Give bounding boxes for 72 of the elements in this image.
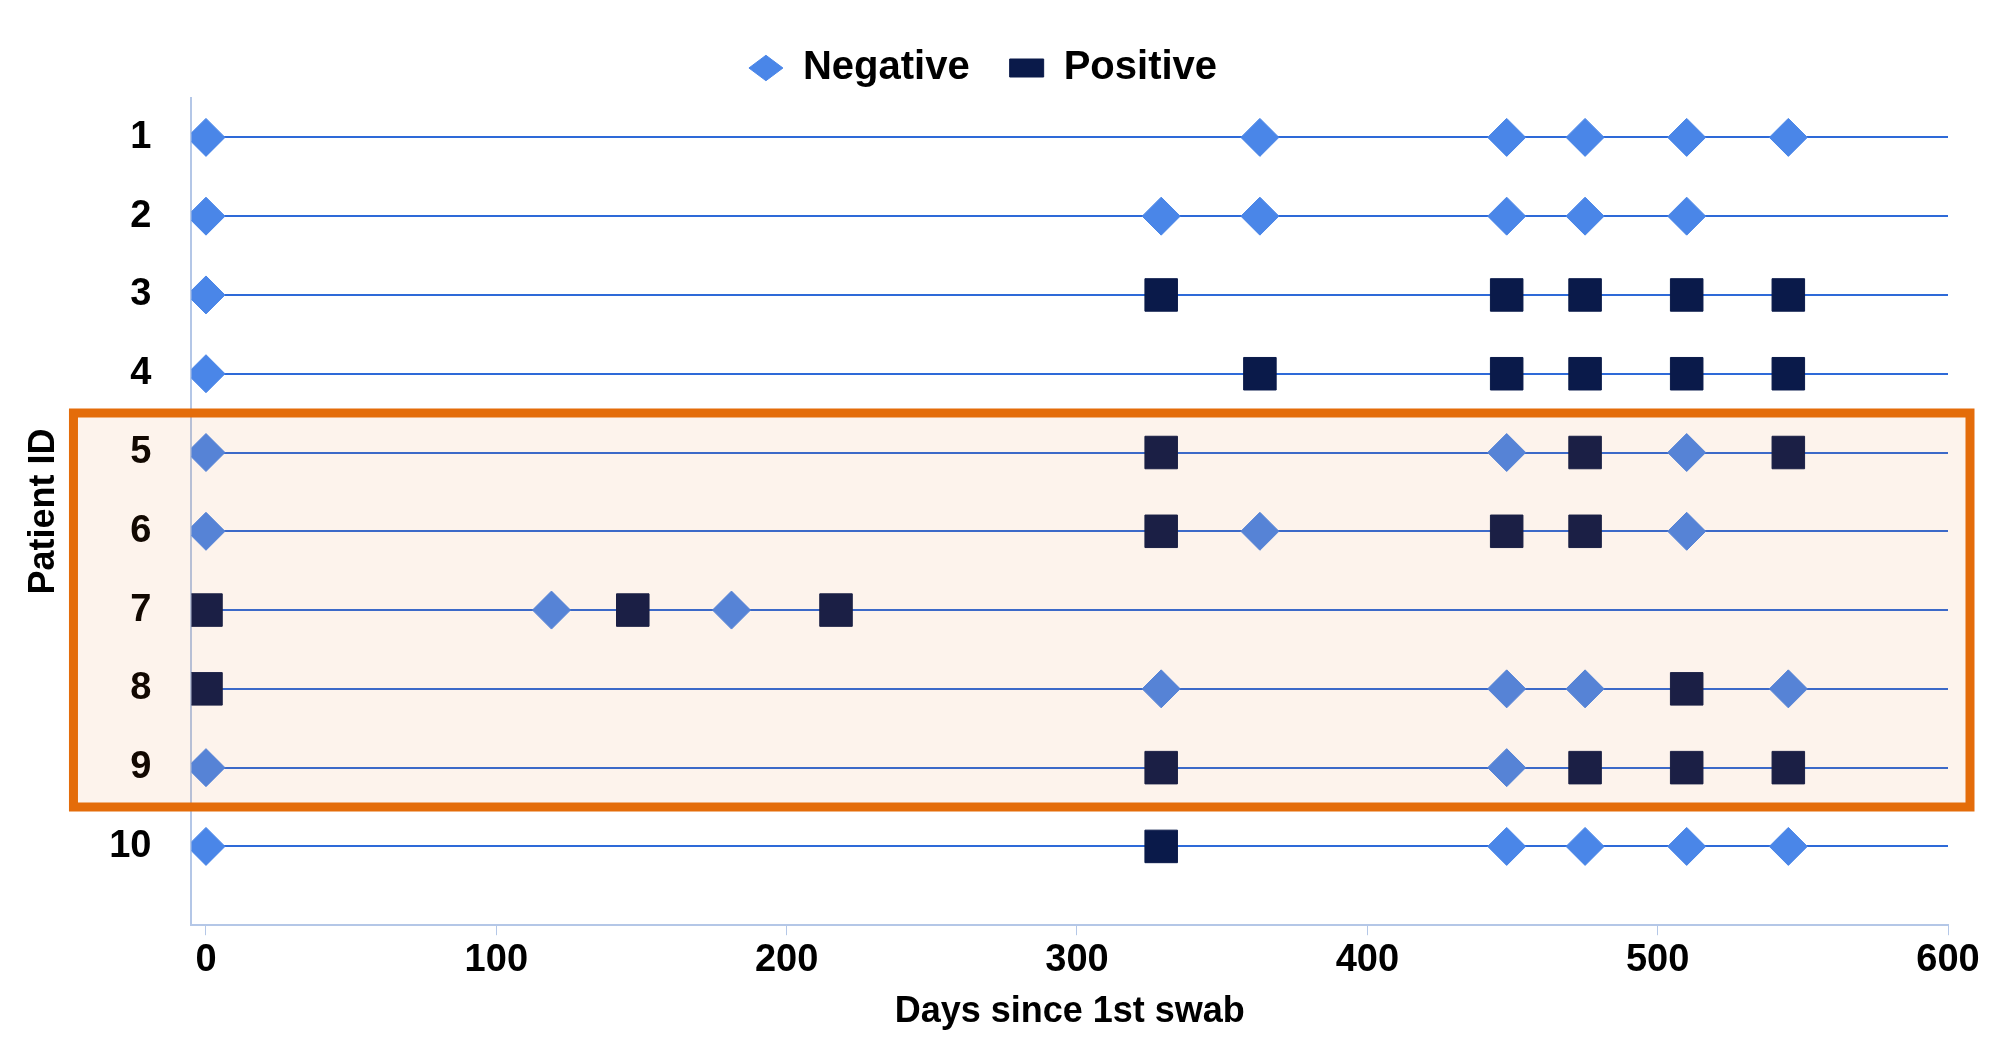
- point: [1771, 435, 1806, 470]
- y-tick-label: 1: [130, 113, 152, 156]
- point: [1240, 117, 1280, 157]
- point: [711, 590, 751, 630]
- point: [1144, 435, 1178, 470]
- point: [1768, 826, 1808, 866]
- point: [1487, 669, 1527, 709]
- point: [1568, 278, 1602, 312]
- point: [1144, 750, 1178, 785]
- y-tick-label: 9: [130, 744, 152, 787]
- point: [1489, 514, 1524, 549]
- point: [1243, 356, 1277, 391]
- point: [1669, 750, 1704, 785]
- point: [616, 593, 650, 627]
- y-tick-label: 5: [130, 429, 152, 471]
- point: [1489, 356, 1524, 391]
- y-tick-label: 7: [130, 586, 152, 629]
- point: [1141, 196, 1181, 236]
- y-tick-label: 8: [130, 665, 152, 708]
- point: [191, 672, 223, 706]
- point: [1568, 356, 1602, 391]
- x-tick-label: 300: [1045, 937, 1109, 980]
- y-tick-label: 6: [130, 507, 152, 550]
- point: [1771, 750, 1806, 785]
- point: [1144, 514, 1178, 549]
- legend-label: Negative: [802, 43, 970, 88]
- point: [1565, 196, 1605, 236]
- point: [1669, 672, 1704, 706]
- y-axis-title: Patient ID: [20, 428, 62, 595]
- point: [1568, 435, 1602, 470]
- x-axis-title: Days since 1st swab: [894, 989, 1245, 1031]
- x-tick-label: 200: [754, 937, 819, 980]
- y-tick-label: 3: [130, 271, 152, 314]
- point: [1768, 117, 1808, 157]
- x-tick-label: 500: [1625, 937, 1690, 980]
- point: [1487, 748, 1527, 788]
- point: [1667, 117, 1707, 157]
- point: [1667, 433, 1707, 473]
- point: [1669, 278, 1704, 312]
- point: [1565, 117, 1605, 157]
- point: [1240, 196, 1280, 236]
- point: [1487, 826, 1527, 866]
- point: [1565, 826, 1605, 866]
- x-tick-label: 100: [464, 937, 529, 980]
- point: [1669, 356, 1704, 391]
- point: [1568, 514, 1602, 549]
- point: [1768, 669, 1808, 709]
- point: [1144, 278, 1178, 312]
- point: [1144, 829, 1178, 864]
- legend-label: Positive: [1063, 43, 1218, 88]
- y-tick-label: 2: [130, 192, 152, 235]
- point: [1771, 278, 1806, 312]
- point: [1568, 750, 1602, 785]
- point: [1487, 117, 1527, 157]
- point: [1667, 196, 1707, 236]
- point: [819, 593, 853, 627]
- y-tick-label: 10: [109, 822, 152, 865]
- point: [1667, 826, 1707, 866]
- point: [1667, 511, 1707, 551]
- point: [1141, 669, 1181, 709]
- point: [1489, 278, 1524, 312]
- point: [1240, 511, 1280, 551]
- point: [191, 593, 223, 627]
- x-tick-label: 0: [195, 937, 217, 980]
- point: [531, 590, 571, 630]
- y-tick-label: 4: [130, 350, 152, 393]
- point: [1487, 433, 1527, 473]
- point: [1565, 669, 1605, 709]
- x-tick-label: 600: [1916, 937, 1980, 980]
- x-tick-label: 400: [1335, 937, 1400, 980]
- point: [1771, 356, 1806, 391]
- point: [1487, 196, 1527, 236]
